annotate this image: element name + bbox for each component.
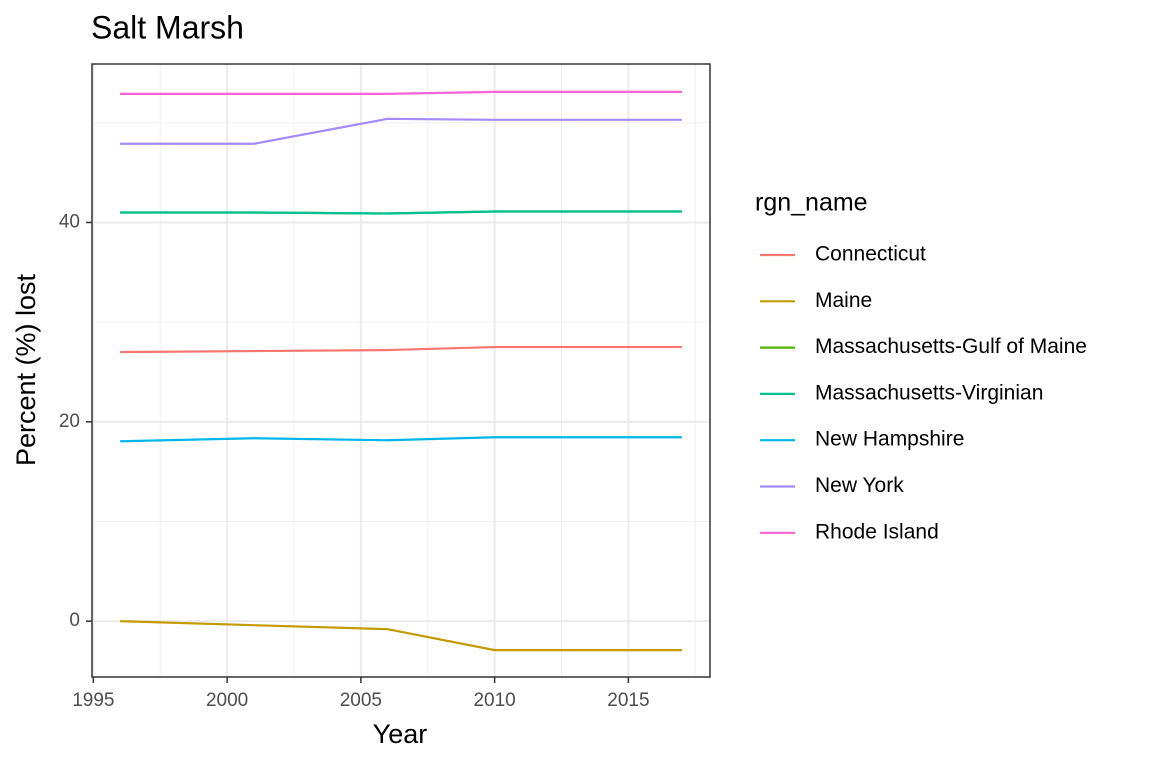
x-tick-label: 2015 bbox=[607, 690, 649, 711]
legend-title: rgn_name bbox=[755, 189, 868, 217]
legend-label: New Hampshire bbox=[815, 428, 964, 451]
data-line bbox=[120, 117, 682, 145]
y-tick-label: 20 bbox=[59, 411, 80, 432]
legend-label: Massachusetts-Virginian bbox=[815, 381, 1043, 404]
legend-label: New York bbox=[815, 474, 904, 497]
data-line bbox=[120, 345, 682, 354]
x-axis-title: Year bbox=[373, 719, 428, 749]
legend-label: Massachusetts-Gulf of Maine bbox=[815, 335, 1087, 358]
legend-label: Rhode Island bbox=[815, 520, 939, 543]
data-line bbox=[120, 620, 682, 652]
x-tick-label: 2005 bbox=[340, 690, 382, 711]
data-line bbox=[120, 210, 682, 215]
legend-label: Connecticut bbox=[815, 243, 926, 266]
y-tick-label: 40 bbox=[59, 211, 80, 232]
data-line bbox=[120, 436, 682, 443]
legend-label: Maine bbox=[815, 289, 872, 312]
y-tick-label: 0 bbox=[69, 610, 80, 631]
x-tick-label: 2000 bbox=[206, 690, 248, 711]
plot-border bbox=[91, 63, 711, 678]
y-axis-title: Percent (%) lost bbox=[11, 273, 41, 466]
x-tick-label: 1995 bbox=[72, 690, 114, 711]
data-line bbox=[120, 90, 682, 96]
x-tick-label: 2010 bbox=[473, 690, 515, 711]
chart-title: Salt Marsh bbox=[91, 9, 244, 45]
